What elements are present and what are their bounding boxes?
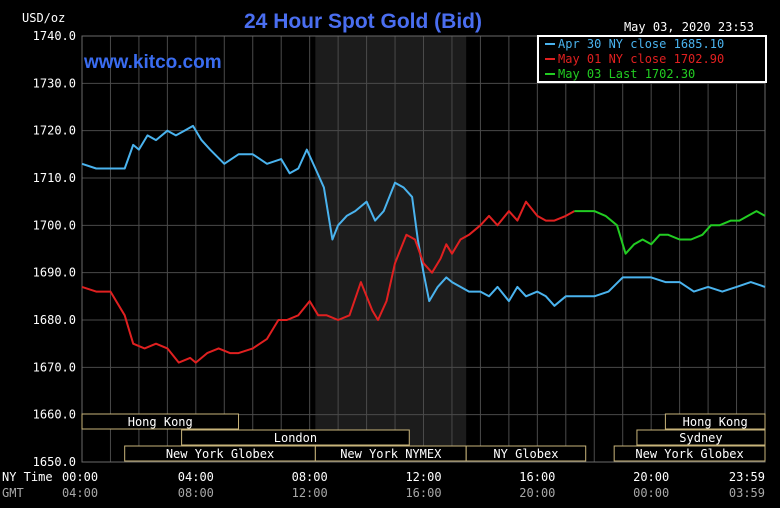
session-label: London [274,431,317,445]
session-band [181,429,410,446]
session-label: New York Globex [635,447,743,461]
x-tick-label: 12:00 [405,470,441,484]
legend-inner [539,37,765,81]
y-tick-label: 1690.0 [33,266,76,280]
x-tick-label: 12:00 [292,486,328,500]
session-label: Hong Kong [128,415,193,429]
session-band [664,413,766,430]
plot-frame [81,35,766,463]
series-line [574,210,766,255]
session-band [81,413,240,430]
x-tick-label: 03:59 [729,486,765,500]
timestamp: May 03, 2020 23:53 [624,20,754,34]
x-tick-label: 20:00 [519,486,555,500]
session-label: New York NYMEX [340,447,442,461]
series-line [81,200,575,364]
legend-label: May 03 Last 1702.30 [558,67,695,81]
y-tick-label: 1710.0 [33,171,76,185]
watermark: www.kitco.com [83,52,222,73]
session-band [636,429,766,446]
x-axis-row-label: NY Time [2,470,53,484]
x-tick-label: 16:00 [405,486,441,500]
session-label: New York Globex [166,447,274,461]
y-axis-unit-label: USD/oz [22,11,65,25]
series-layer [81,124,766,364]
x-axis-row-label: GMT [2,486,24,500]
session-band [613,445,766,462]
series-line [81,124,766,307]
y-tick-label: 1700.0 [33,218,76,232]
y-tick-label: 1680.0 [33,313,76,327]
session-label: Hong Kong [683,415,748,429]
y-tick-label: 1650.0 [33,455,76,469]
y-tick-label: 1740.0 [33,29,76,43]
x-tick-label: 20:00 [633,470,669,484]
axis-layer: 1740.0 1730.0 1720.0 1710.0 1700.0 1690.0 1680… [2,29,765,500]
y-tick-label: 1730.0 [33,76,76,90]
x-tick-label: 08:00 [292,470,328,484]
session-label: NY Globex [493,447,558,461]
x-tick-label: 00:00 [62,470,98,484]
y-tick-label: 1670.0 [33,360,76,374]
x-tick-label: 00:00 [633,486,669,500]
x-tick-label: 04:00 [178,470,214,484]
y-tick-label: 1660.0 [33,408,76,422]
session-band [465,445,587,462]
x-tick-label: 08:00 [178,486,214,500]
legend-label: May 01 NY close 1702.90 [558,52,724,66]
x-tick-label: 23:59 [729,470,765,484]
session-label: Sydney [679,431,722,445]
x-tick-label: 04:00 [62,486,98,500]
chart-title: 24 Hour Spot Gold (Bid) [244,10,482,33]
grid-layer [81,35,766,463]
y-tick-label: 1720.0 [33,124,76,138]
shaded-region [315,36,467,462]
x-tick-label: 16:00 [519,470,555,484]
legend-label: Apr 30 NY close 1685.10 [558,37,724,51]
